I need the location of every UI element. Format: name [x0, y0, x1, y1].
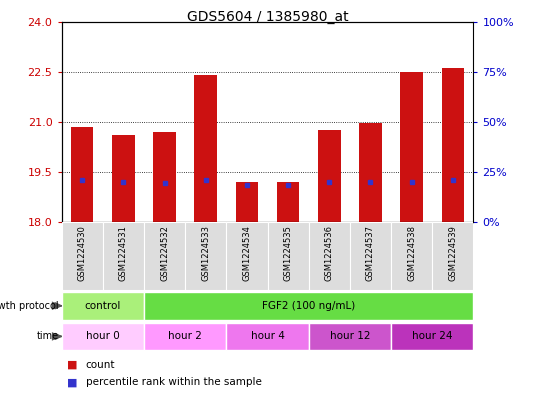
Text: growth protocol: growth protocol — [0, 301, 59, 311]
FancyBboxPatch shape — [268, 222, 309, 290]
Text: percentile rank within the sample: percentile rank within the sample — [86, 377, 262, 387]
FancyBboxPatch shape — [185, 222, 226, 290]
Bar — [112, 135, 135, 222]
FancyBboxPatch shape — [391, 323, 473, 350]
Bar — [194, 75, 217, 222]
Text: GSM1224536: GSM1224536 — [325, 225, 334, 281]
Bar — [400, 72, 423, 222]
Text: GSM1224534: GSM1224534 — [242, 225, 251, 281]
FancyBboxPatch shape — [144, 222, 185, 290]
Text: GSM1224533: GSM1224533 — [201, 225, 210, 281]
FancyBboxPatch shape — [62, 222, 103, 290]
Bar — [277, 182, 300, 222]
FancyBboxPatch shape — [226, 222, 268, 290]
FancyBboxPatch shape — [144, 292, 473, 320]
FancyBboxPatch shape — [62, 323, 144, 350]
Text: hour 2: hour 2 — [168, 331, 202, 342]
FancyBboxPatch shape — [309, 222, 350, 290]
Text: GSM1224531: GSM1224531 — [119, 225, 128, 281]
Text: GSM1224532: GSM1224532 — [160, 225, 169, 281]
Bar — [153, 132, 176, 222]
Text: hour 24: hour 24 — [412, 331, 453, 342]
Text: ■: ■ — [67, 360, 78, 369]
Text: GSM1224530: GSM1224530 — [78, 225, 87, 281]
Text: FGF2 (100 ng/mL): FGF2 (100 ng/mL) — [262, 301, 355, 311]
Text: GSM1224537: GSM1224537 — [366, 225, 375, 281]
FancyBboxPatch shape — [226, 323, 309, 350]
Text: hour 12: hour 12 — [330, 331, 370, 342]
Text: control: control — [85, 301, 121, 311]
FancyBboxPatch shape — [350, 222, 391, 290]
Text: count: count — [86, 360, 115, 369]
Bar — [359, 123, 382, 222]
Bar — [235, 182, 258, 222]
Text: GSM1224538: GSM1224538 — [407, 225, 416, 281]
FancyBboxPatch shape — [309, 323, 391, 350]
Text: GDS5604 / 1385980_at: GDS5604 / 1385980_at — [187, 10, 348, 24]
Text: ■: ■ — [67, 377, 78, 387]
Bar — [318, 130, 341, 222]
Bar — [441, 68, 464, 222]
FancyBboxPatch shape — [432, 222, 473, 290]
Text: GSM1224535: GSM1224535 — [284, 225, 293, 281]
FancyBboxPatch shape — [144, 323, 226, 350]
FancyBboxPatch shape — [391, 222, 432, 290]
Text: hour 0: hour 0 — [86, 331, 120, 342]
Text: hour 4: hour 4 — [250, 331, 285, 342]
FancyBboxPatch shape — [103, 222, 144, 290]
Text: GSM1224539: GSM1224539 — [448, 225, 457, 281]
FancyBboxPatch shape — [62, 292, 144, 320]
Text: time: time — [37, 331, 59, 342]
Bar — [71, 127, 94, 222]
